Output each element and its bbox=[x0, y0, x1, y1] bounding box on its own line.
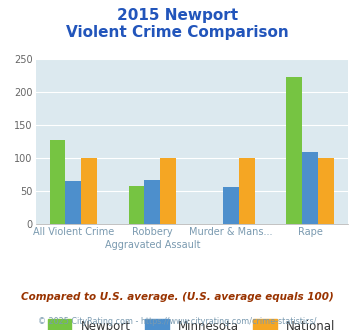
Bar bbox=[160, 158, 176, 224]
Bar bbox=[318, 158, 334, 224]
Bar bbox=[65, 182, 81, 224]
Bar bbox=[302, 152, 318, 224]
Bar bbox=[50, 140, 65, 224]
Text: 2015 Newport: 2015 Newport bbox=[117, 8, 238, 23]
Legend: Newport, Minnesota, National: Newport, Minnesota, National bbox=[48, 319, 335, 330]
Bar bbox=[286, 77, 302, 224]
Text: © 2025 CityRating.com - https://www.cityrating.com/crime-statistics/: © 2025 CityRating.com - https://www.city… bbox=[38, 317, 317, 326]
Bar bbox=[144, 180, 160, 224]
Bar bbox=[223, 187, 239, 224]
Bar bbox=[129, 186, 144, 224]
Bar bbox=[81, 158, 97, 224]
Text: Compared to U.S. average. (U.S. average equals 100): Compared to U.S. average. (U.S. average … bbox=[21, 292, 334, 302]
Text: Violent Crime Comparison: Violent Crime Comparison bbox=[66, 25, 289, 40]
Bar bbox=[239, 158, 255, 224]
